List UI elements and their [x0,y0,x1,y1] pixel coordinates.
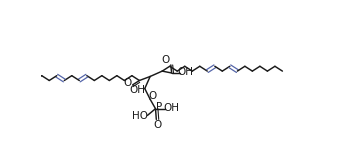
Text: O: O [148,90,156,100]
Text: OH: OH [163,103,179,113]
Text: HO: HO [132,111,148,121]
Text: OH: OH [129,85,145,95]
Text: P: P [156,102,162,112]
Text: O: O [153,120,161,130]
Text: O: O [124,78,132,88]
Text: OH: OH [178,67,194,77]
Text: O: O [161,55,169,65]
